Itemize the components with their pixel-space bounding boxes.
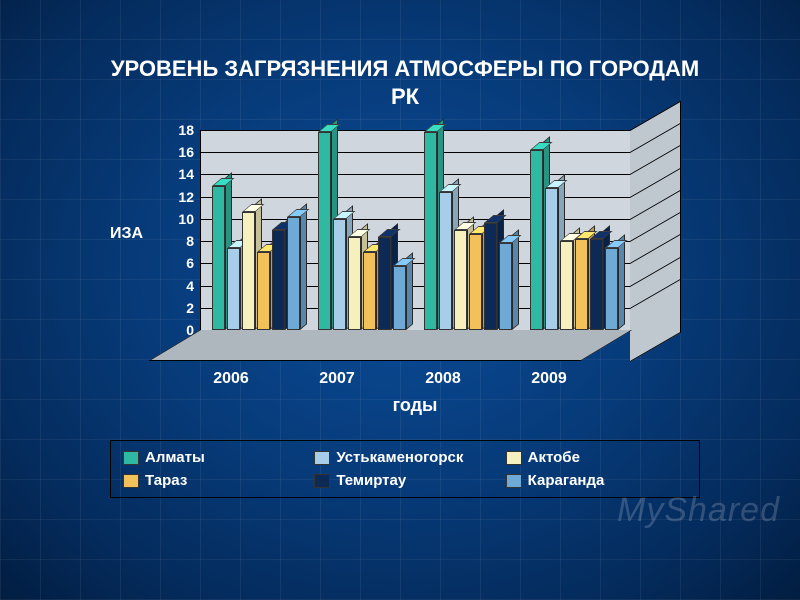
x-tick-label: 2008 — [393, 370, 493, 388]
bar — [378, 237, 391, 330]
bar — [605, 248, 618, 330]
y-tick: 16 — [154, 144, 194, 160]
legend-swatch — [314, 474, 330, 488]
legend-item: Тараз — [123, 472, 304, 489]
x-axis-title: годы — [200, 395, 630, 416]
legend-label: Тараз — [145, 472, 187, 489]
legend-label: Устькаменогорск — [336, 449, 463, 466]
y-tick: 8 — [154, 233, 194, 249]
legend-item: Алматы — [123, 449, 304, 466]
bar — [590, 239, 603, 330]
bars — [200, 130, 630, 330]
y-tick: 4 — [154, 278, 194, 294]
legend-label: Караганда — [528, 472, 605, 489]
chart-title: УРОВЕНЬ ЗАГРЯЗНЕНИЯ АТМОСФЕРЫ ПО ГОРОДАМ… — [110, 55, 700, 110]
bar — [318, 132, 331, 330]
bar — [439, 192, 452, 330]
legend-item: Актобе — [506, 449, 687, 466]
bar — [348, 237, 361, 330]
legend-label: Алматы — [145, 449, 205, 466]
legend-item: Караганда — [506, 472, 687, 489]
legend-swatch — [506, 451, 522, 465]
y-tick: 6 — [154, 255, 194, 271]
bar — [424, 132, 437, 330]
bar — [287, 217, 300, 330]
bar — [242, 212, 255, 330]
y-tick: 14 — [154, 166, 194, 182]
legend-item: Устькаменогорск — [314, 449, 495, 466]
legend-swatch — [123, 474, 139, 488]
legend: Алматы Устькаменогорск Актобе Тараз Темиртау… — [110, 440, 700, 498]
legend-item: Темиртау — [314, 472, 495, 489]
plot-floor — [148, 330, 632, 361]
bar — [227, 248, 240, 330]
bar — [545, 188, 558, 330]
bar — [530, 150, 543, 330]
y-axis-label: ИЗА — [110, 225, 143, 243]
bar — [560, 241, 573, 330]
bar — [575, 239, 588, 330]
bar — [454, 230, 467, 330]
bar — [257, 252, 270, 330]
y-tick: 0 — [154, 322, 194, 338]
bar — [393, 266, 406, 330]
bar — [333, 219, 346, 330]
legend-swatch — [506, 474, 522, 488]
legend-swatch — [123, 451, 139, 465]
x-tick-label: 2009 — [499, 370, 599, 388]
bar — [469, 234, 482, 330]
legend-label: Темиртау — [336, 472, 406, 489]
bar — [484, 223, 497, 330]
bar — [272, 230, 285, 330]
x-tick-label: 2006 — [181, 370, 281, 388]
wall-side — [630, 101, 681, 362]
bar — [499, 243, 512, 330]
legend-swatch — [314, 451, 330, 465]
y-tick: 2 — [154, 300, 194, 316]
y-tick: 12 — [154, 189, 194, 205]
legend-label: Актобе — [528, 449, 580, 466]
y-tick: 10 — [154, 211, 194, 227]
x-tick-label: 2007 — [287, 370, 387, 388]
bar — [212, 186, 225, 330]
y-tick: 18 — [154, 122, 194, 138]
bar — [363, 252, 376, 330]
plot-area — [200, 130, 680, 360]
